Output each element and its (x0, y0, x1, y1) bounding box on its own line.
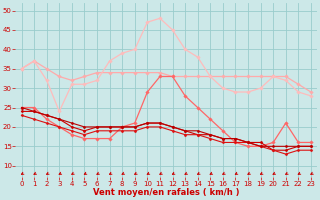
X-axis label: Vent moyen/en rafales ( km/h ): Vent moyen/en rafales ( km/h ) (93, 188, 239, 197)
